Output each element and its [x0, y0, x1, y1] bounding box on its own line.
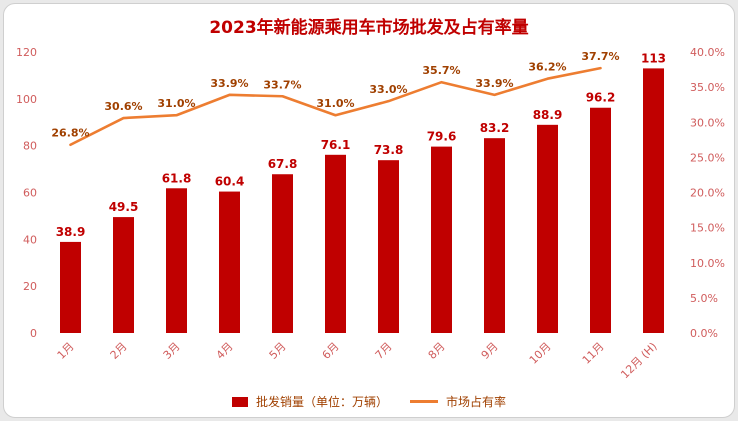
line-value-label: 33.9% [475, 77, 513, 90]
x-axis-month-label: 5月 [267, 340, 289, 362]
y-axis-right-tick-label: 40.0% [690, 46, 725, 59]
line-value-label: 33.0% [369, 83, 407, 96]
x-axis-month-label: 3月 [161, 340, 183, 362]
x-axis-month-label: 1月 [55, 340, 77, 362]
bar-value-label: 96.2 [586, 91, 616, 105]
line-value-label: 26.8% [51, 127, 89, 140]
wholesale-bar [590, 107, 611, 334]
wholesale-bar [60, 241, 81, 333]
y-axis-right-tick-label: 20.0% [690, 187, 725, 200]
bar-value-label: 61.8 [162, 171, 192, 185]
y-axis-right-tick-label: 5.0% [690, 292, 718, 305]
chart-card: 2023年新能源乘用车市场批发及占有率量 0 20 40 60 80 100 120 0.0%… [3, 3, 735, 418]
y-axis-right-tick-label: 15.0% [690, 222, 725, 235]
y-axis-right-tick-label: 30.0% [690, 116, 725, 129]
bar-value-label: 76.1 [321, 138, 351, 152]
x-axis-month-label: 10月 [527, 340, 554, 367]
bar-series-legend-label: 批发销量（单位：万辆） [255, 395, 388, 409]
y-axis-left-tick-label: 0 [30, 327, 37, 340]
x-axis-month-label: 9月 [479, 340, 501, 362]
wholesale-bar [166, 188, 187, 333]
x-axis-month-label: 11月 [580, 340, 607, 367]
y-axis-right-tick-label: 10.0% [690, 257, 725, 270]
wholesale-bar [378, 160, 399, 333]
wholesale-bar [431, 146, 452, 333]
market-share-line [69, 66, 602, 147]
line-series-legend-label: 市场占有率 [446, 395, 507, 409]
line-value-label: 33.9% [210, 77, 248, 90]
bar-value-label: 113 [641, 51, 666, 65]
wholesale-bar [643, 68, 664, 333]
bar-value-label: 49.5 [109, 200, 139, 214]
line-value-label: 31.0% [316, 97, 354, 110]
line-value-label: 36.2% [528, 61, 566, 74]
line-value-label: 33.7% [263, 78, 301, 91]
wholesale-bar [113, 217, 134, 333]
wholesale-bar [537, 124, 558, 333]
x-axis-month-label: 7月 [373, 340, 395, 362]
bar-value-label: 88.9 [533, 108, 563, 122]
y-axis-left-tick-label: 60 [23, 187, 37, 200]
y-axis-left-tick-label: 120 [16, 46, 37, 59]
x-axis-month-label: 12月 (H) [618, 340, 659, 381]
legend: 批发销量（单位：万辆） 市场占有率 [4, 393, 734, 410]
y-axis-left-tick-label: 80 [23, 140, 37, 153]
x-axis-month-label: 6月 [320, 340, 342, 362]
wholesale-bar [325, 154, 346, 333]
chart-title: 2023年新能源乘用车市场批发及占有率量 [209, 18, 529, 38]
line-value-label: 37.7% [581, 50, 619, 63]
line-value-label: 35.7% [422, 64, 460, 77]
bar-value-label: 79.6 [427, 130, 457, 144]
wholesale-bar [272, 174, 293, 333]
bar-value-label: 73.8 [374, 143, 404, 157]
combo-chart: 0 20 40 60 80 100 120 0.0% 5.0% 10.0% 15.0% 20.0% 25… [16, 46, 725, 381]
bar-value-label: 60.4 [215, 175, 245, 189]
bar-series-swatch-icon [231, 396, 248, 407]
y-axis-left-tick-label: 40 [23, 233, 37, 246]
line-series-swatch-icon [410, 400, 438, 403]
bar-value-label: 83.2 [480, 121, 510, 135]
wholesale-bar [219, 191, 240, 333]
line-value-label: 31.0% [157, 97, 195, 110]
y-axis-left-tick-label: 100 [16, 93, 37, 106]
y-axis-left-tick-label: 20 [23, 280, 37, 293]
y-axis-right-tick-label: 35.0% [690, 81, 725, 94]
y-axis-right-tick-label: 0.0% [690, 327, 718, 340]
x-axis-month-label: 2月 [108, 340, 130, 362]
bar-value-label: 67.8 [268, 157, 298, 171]
y-axis-right-tick-label: 25.0% [690, 151, 725, 164]
line-value-label: 30.6% [104, 100, 142, 113]
x-axis-month-label: 8月 [426, 340, 448, 362]
x-axis-month-label: 4月 [214, 340, 236, 362]
wholesale-bar [484, 138, 505, 333]
bar-value-label: 38.9 [56, 225, 86, 239]
